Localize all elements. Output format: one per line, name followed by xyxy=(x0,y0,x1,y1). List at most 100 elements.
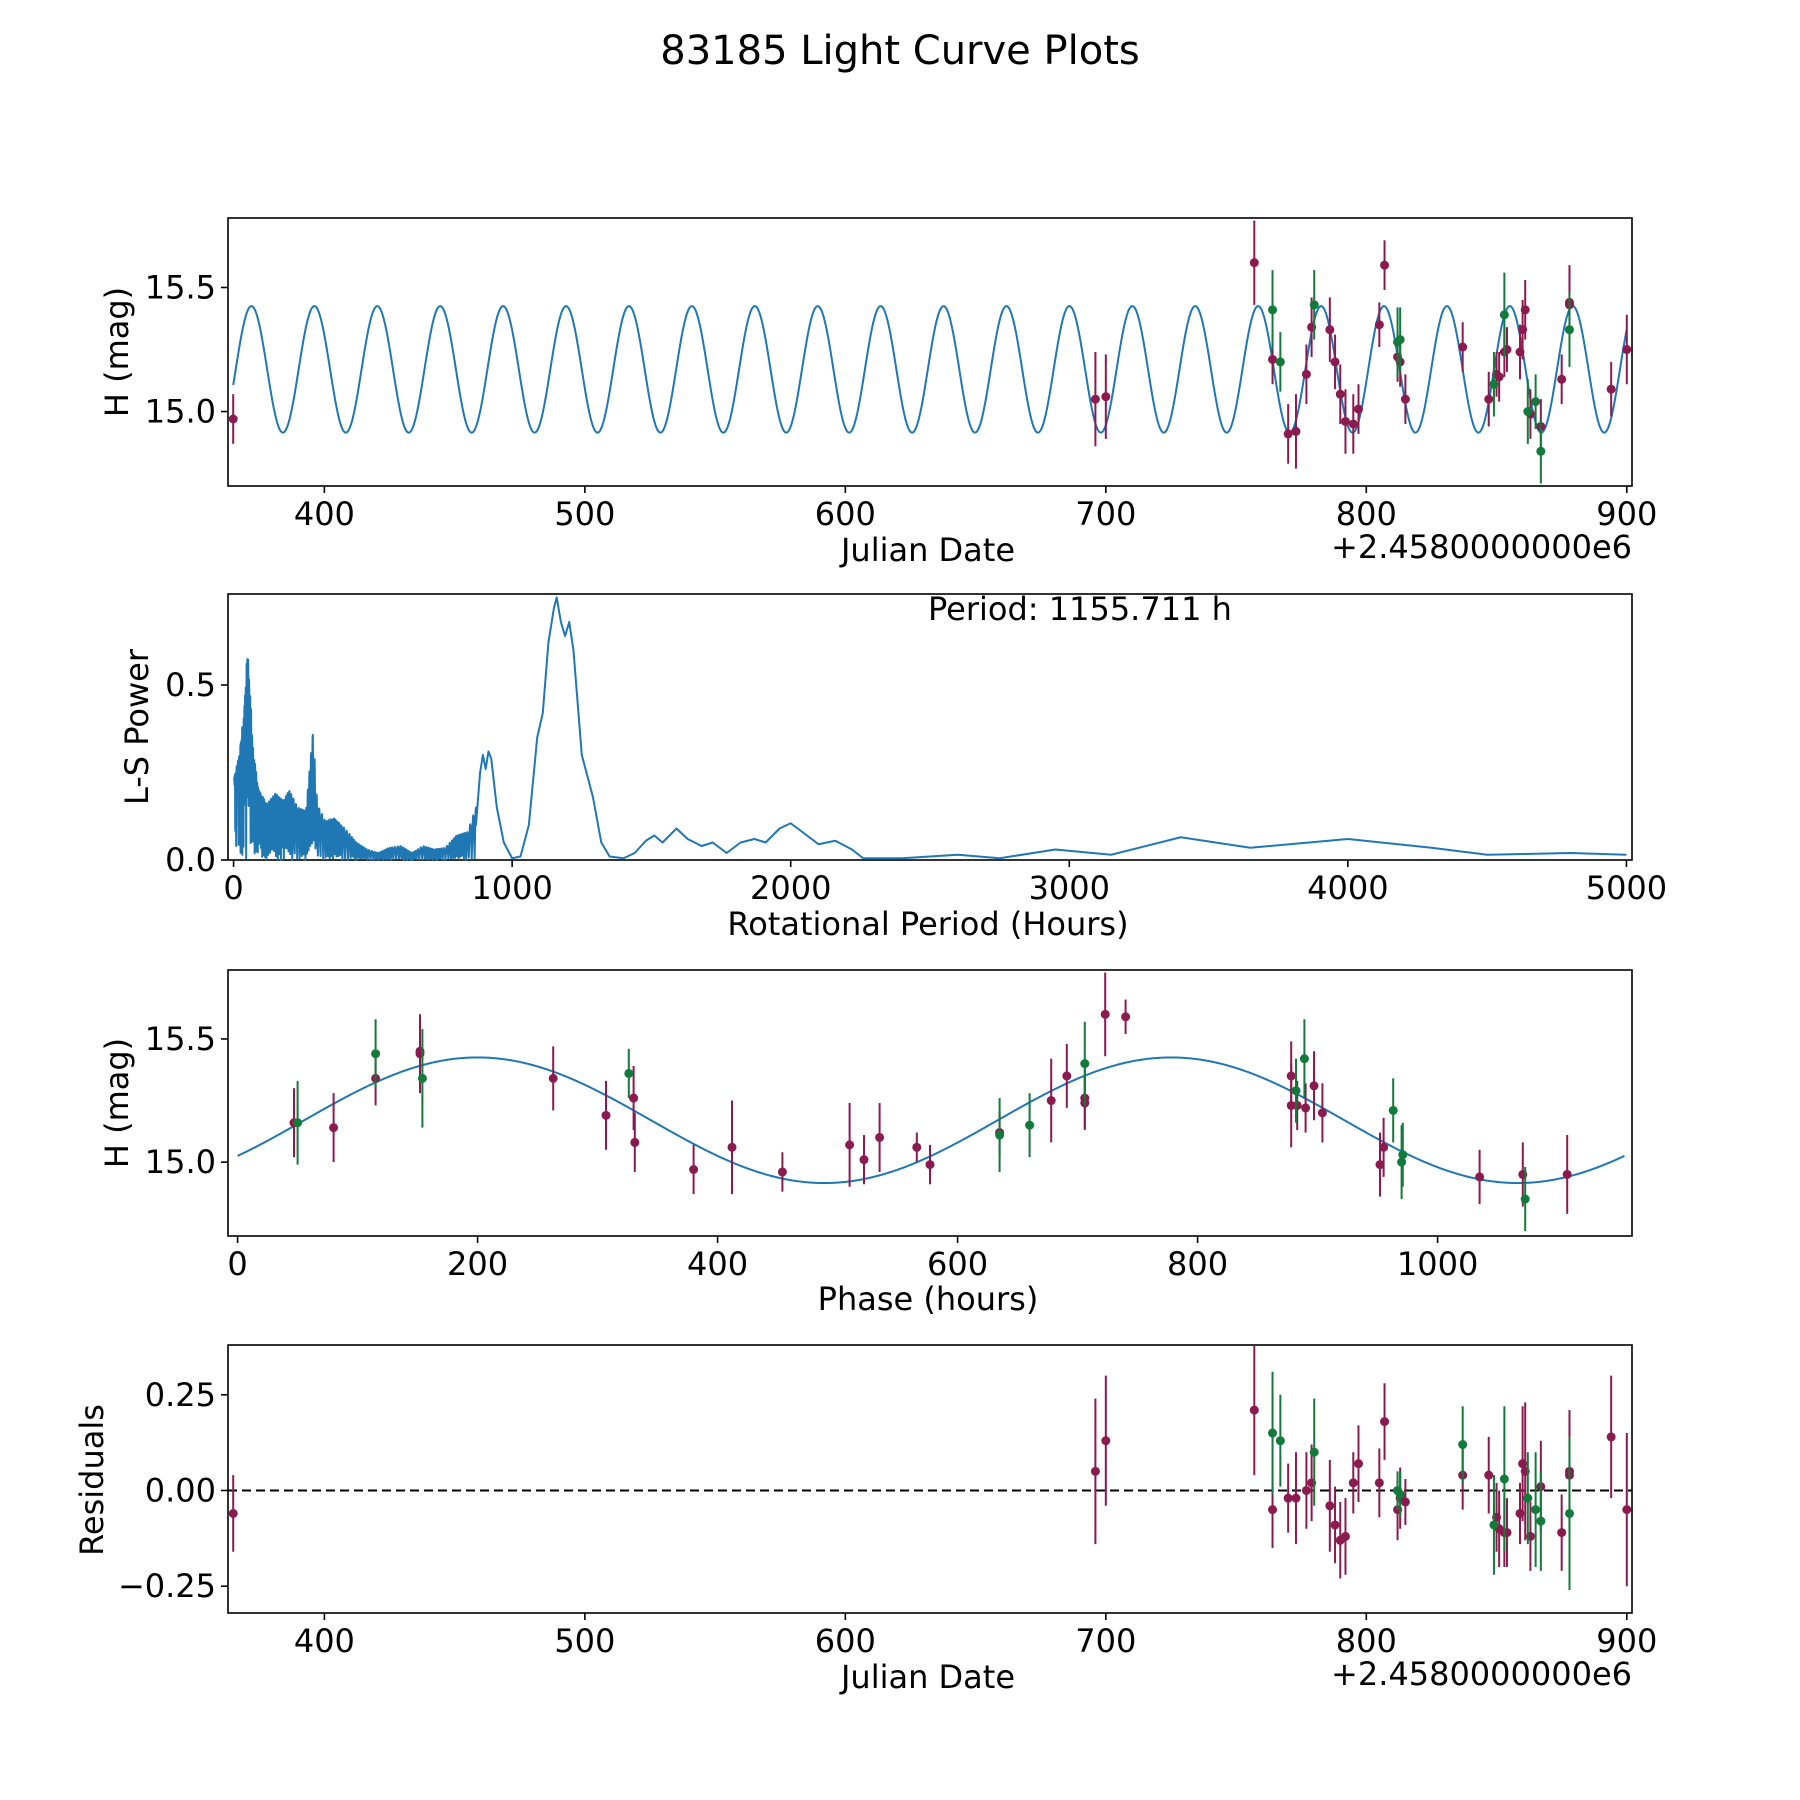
x-tick-label: 900 xyxy=(1596,495,1657,533)
y-tick-label: −0.25 xyxy=(118,1567,216,1605)
data-point xyxy=(1475,1172,1485,1182)
data-point xyxy=(1536,1516,1546,1526)
data-point xyxy=(1489,1520,1499,1530)
data-point xyxy=(1291,426,1301,436)
data-point xyxy=(1484,394,1494,404)
data-point xyxy=(1562,1169,1572,1179)
data-point xyxy=(1398,1150,1408,1160)
data-point xyxy=(1301,369,1311,379)
data-point xyxy=(1268,1428,1278,1438)
periodogram-y-ticks: 0.0 0.5 xyxy=(165,666,228,879)
data-point xyxy=(1025,1120,1035,1130)
data-point xyxy=(1348,1478,1358,1488)
periodogram-x-label: Rotational Period (Hours) xyxy=(727,905,1128,943)
data-point xyxy=(329,1123,339,1133)
x-tick-label: 0 xyxy=(223,869,243,907)
x-tick-label: 600 xyxy=(815,1622,876,1660)
data-point xyxy=(1606,1432,1616,1442)
x-tick-label: 800 xyxy=(1336,1622,1397,1660)
data-point xyxy=(624,1068,634,1078)
x-tick-label: 700 xyxy=(1075,1622,1136,1660)
x-tick-label: 800 xyxy=(1336,495,1397,533)
data-point xyxy=(1557,374,1567,384)
data-point xyxy=(777,1167,787,1177)
data-point xyxy=(1100,1009,1110,1019)
residuals-panel: 400 500 600 700 800 900 −0.25 0.00 0.25 Julian … xyxy=(73,1344,1657,1696)
light-curve-x-label: Julian Date xyxy=(839,531,1015,569)
x-tick-label: 800 xyxy=(1167,1245,1228,1283)
data-point xyxy=(1301,1103,1311,1113)
data-point xyxy=(1348,419,1358,429)
phase-x-ticks: 0 200 400 600 800 1000 xyxy=(227,1236,1478,1283)
data-point xyxy=(859,1155,869,1165)
data-point xyxy=(371,1049,381,1059)
data-point xyxy=(1275,357,1285,367)
data-point xyxy=(228,414,238,424)
residuals-plot-area xyxy=(227,1344,1633,1614)
residuals-points xyxy=(228,1345,1632,1591)
light-curve-x-ticks: 400 500 600 700 800 900 xyxy=(294,486,1657,533)
data-point xyxy=(727,1142,737,1152)
y-tick-label: 0.25 xyxy=(145,1376,216,1414)
data-point xyxy=(845,1140,855,1150)
data-point xyxy=(875,1132,885,1142)
phase-panel: 0 200 400 600 800 1000 15.0 15.5 Phase (hours)… xyxy=(98,969,1633,1318)
data-point xyxy=(1330,357,1340,367)
x-tick-label: 3000 xyxy=(1029,869,1110,907)
data-point xyxy=(1400,1497,1410,1507)
data-point xyxy=(1374,320,1384,330)
x-tick-label: 1000 xyxy=(471,869,552,907)
data-point xyxy=(1325,1501,1335,1511)
x-tick-label: 400 xyxy=(687,1245,748,1283)
y-tick-label: 0.00 xyxy=(145,1471,216,1509)
light-curve-model xyxy=(232,305,1628,434)
light-curve-y-label: H (mag) xyxy=(98,287,136,417)
y-tick-label: 0.5 xyxy=(165,666,216,704)
data-point xyxy=(1286,1071,1296,1081)
data-point xyxy=(548,1073,558,1083)
data-point xyxy=(1062,1071,1072,1081)
data-point xyxy=(228,1508,238,1518)
data-point xyxy=(1494,372,1504,382)
periodogram-panel: 0 1000 2000 3000 4000 5000 0.0 0.5 Period: 115… xyxy=(118,590,1667,943)
data-point xyxy=(1484,1470,1494,1480)
light-curve-x-offset: +2.4580000000e6 xyxy=(1331,528,1632,566)
data-point xyxy=(1090,1466,1100,1476)
data-point xyxy=(1309,1081,1319,1091)
phase-y-label: H (mag) xyxy=(98,1038,136,1168)
model-curve xyxy=(237,1056,1625,1185)
phase-points xyxy=(289,972,1572,1232)
data-point xyxy=(1564,325,1574,335)
data-point xyxy=(1606,384,1616,394)
data-point xyxy=(1291,1086,1301,1096)
data-point xyxy=(1400,394,1410,404)
data-point xyxy=(601,1110,611,1120)
data-point xyxy=(1536,446,1546,456)
data-point xyxy=(1557,1528,1567,1538)
x-tick-label: 4000 xyxy=(1307,869,1388,907)
data-point xyxy=(1380,1417,1390,1427)
data-point xyxy=(1325,325,1335,335)
light-curve-points xyxy=(228,220,1632,484)
data-point xyxy=(1380,260,1390,270)
phase-model xyxy=(237,1056,1625,1185)
x-tick-label: 600 xyxy=(815,495,876,533)
data-point xyxy=(1374,1478,1384,1488)
data-point xyxy=(1340,1531,1350,1541)
x-tick-label: 400 xyxy=(294,495,355,533)
residuals-x-label: Julian Date xyxy=(839,1658,1015,1696)
light-curve-panel: 400 500 600 700 800 900 15.015.5 Julian Date … xyxy=(98,217,1657,569)
data-point xyxy=(630,1137,640,1147)
data-point xyxy=(1249,258,1259,268)
x-tick-label: 700 xyxy=(1075,495,1136,533)
data-point xyxy=(1353,404,1363,414)
data-point xyxy=(1317,1108,1327,1118)
data-point xyxy=(995,1130,1005,1140)
data-point xyxy=(1301,1485,1311,1495)
data-point xyxy=(1395,335,1405,345)
data-point xyxy=(1458,1440,1468,1450)
data-point xyxy=(1268,354,1278,364)
y-tick-label: 0.0 xyxy=(165,841,216,879)
data-point xyxy=(1520,305,1530,315)
